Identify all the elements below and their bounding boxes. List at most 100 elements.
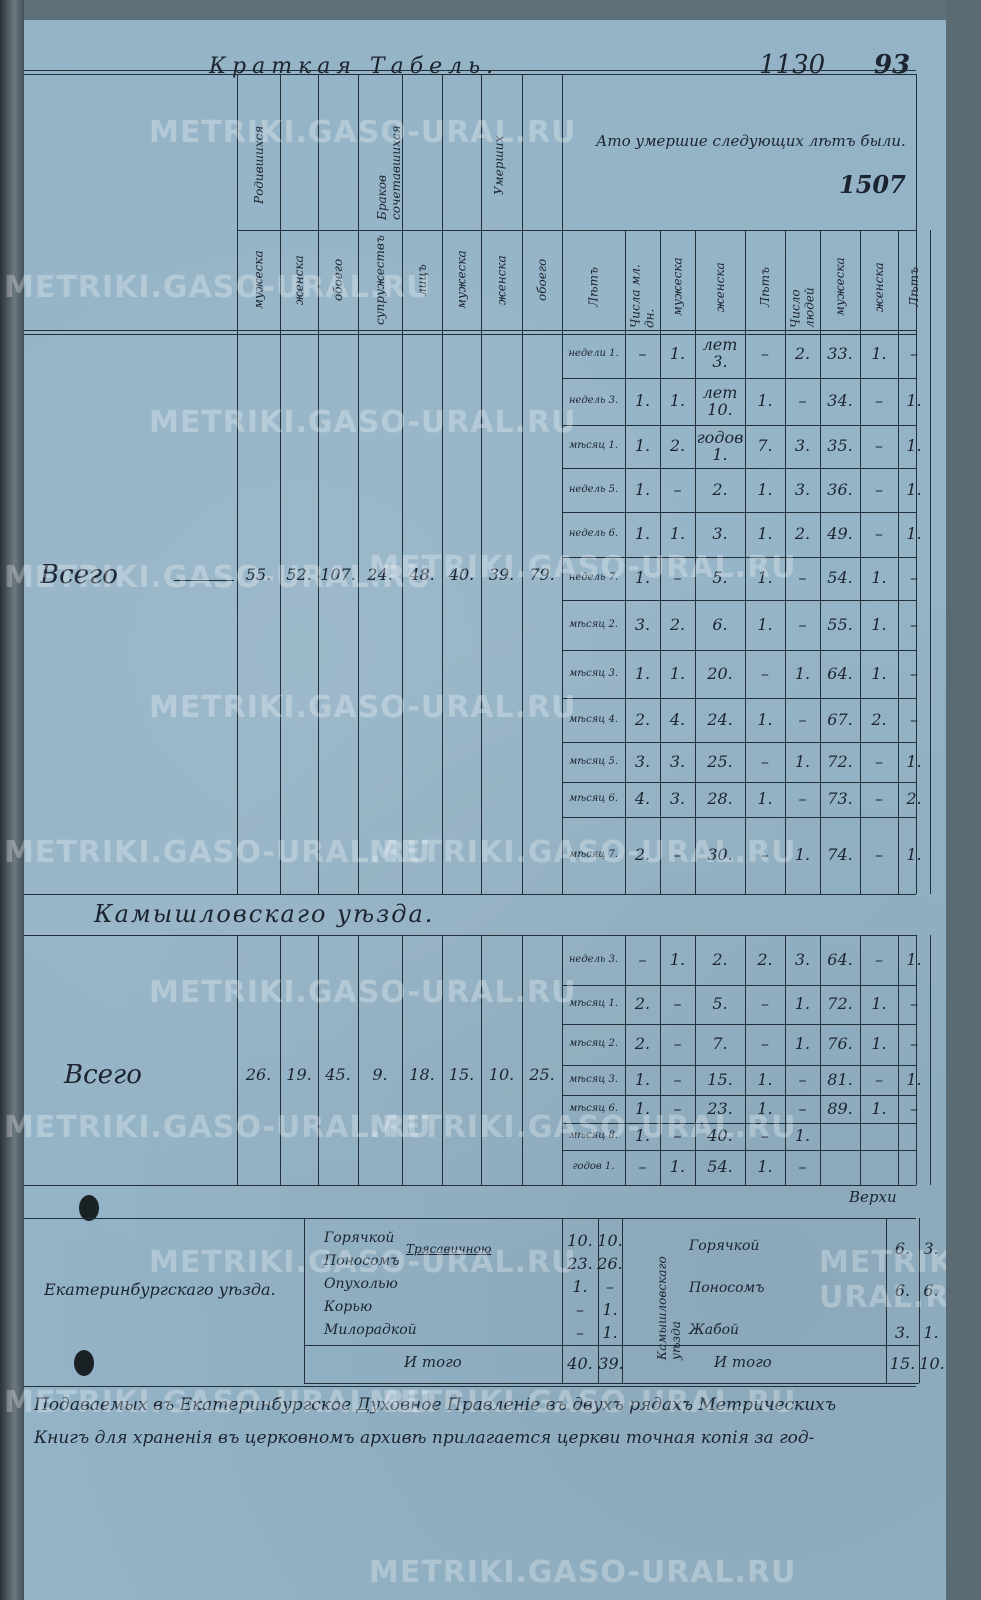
summary-value: 6. [894, 1238, 911, 1258]
rule-line [402, 74, 403, 894]
summary-value: 3. [923, 1238, 939, 1258]
table-cell: – [875, 789, 883, 809]
total-cell: 107. [320, 564, 356, 584]
rule-line [625, 230, 626, 894]
table-cell: 1. [757, 709, 773, 729]
table-cell: 1. [757, 568, 773, 588]
table-cell: 2. [712, 479, 728, 499]
table-cell: – [875, 524, 883, 544]
column-header-age: Лѣтъ [586, 267, 601, 307]
rule-line [562, 817, 916, 818]
table-cell: 76. [827, 1034, 853, 1054]
summary-total: 10. [919, 1353, 945, 1373]
rule-line [562, 1095, 916, 1096]
rule-line [24, 935, 916, 936]
summary-mid-label: Камышловскаго уѣзда [655, 1256, 683, 1360]
table-cell: – [673, 568, 682, 588]
table-cell: 1. [794, 1126, 811, 1146]
table-cell: 15. [707, 1069, 733, 1089]
rule-line [562, 985, 916, 986]
column-header-age: Лѣтъ [758, 267, 772, 307]
table-cell: 3. [634, 751, 651, 771]
rule-line [695, 230, 696, 894]
table-cell: 1. [634, 524, 651, 544]
table-cell: мѣсяц 6. [568, 1102, 619, 1114]
total-cell: 55. [245, 564, 272, 584]
document-page: Краткая Табель. 1130 93 Ато умершие след… [4, 20, 981, 1600]
rule-line [860, 935, 861, 1185]
ages-count: 1507 [839, 170, 906, 199]
table-cell: 4. [669, 709, 686, 729]
rule-line [562, 557, 916, 558]
summary-value: 1. [923, 1322, 939, 1342]
rule-line [237, 935, 238, 1185]
table-cell: – [798, 789, 807, 809]
table-cell: – [875, 479, 883, 499]
summary-cause: Горячкой [689, 1238, 760, 1254]
table-cell: 1. [634, 568, 651, 588]
table-cell: 49. [827, 524, 853, 544]
table-cell: 1. [794, 845, 811, 865]
rule-line [930, 935, 931, 1185]
table-cell: 1. [669, 524, 686, 544]
table-cell: – [761, 343, 769, 363]
summary-value: – [576, 1299, 584, 1319]
rule-line [304, 1218, 305, 1383]
column-header-married: супружествъ [373, 235, 387, 325]
summary-cause: Горячкой [324, 1230, 395, 1246]
table-cell: 1. [634, 1126, 651, 1146]
table-cell: мѣсяц 6. [568, 793, 619, 805]
table-cell: – [761, 1126, 769, 1146]
district-heading: Камышловскаго уѣзда. [94, 900, 435, 928]
table-cell: недель 6. [568, 528, 619, 540]
footer-line-2: Книгъ для храненія въ церковномъ архивѣ … [34, 1428, 815, 1448]
table-cell: 1. [634, 663, 651, 683]
table-cell: – [910, 1098, 918, 1118]
table-cell: 81. [827, 1069, 853, 1089]
total-cell: 39. [488, 564, 515, 584]
rule-line [562, 378, 916, 379]
rule-line [785, 230, 786, 894]
table-cell: 1. [906, 479, 922, 499]
table-cell: 30. [707, 845, 733, 865]
table-cell: 36. [827, 479, 853, 499]
table-cell: мѣсяц 4. [568, 713, 619, 725]
page-number: 1130 [759, 50, 826, 80]
table-cell: мѣсяц 7. [568, 849, 619, 861]
table-cell: 1. [757, 1157, 773, 1177]
summary-value: 1. [572, 1276, 588, 1296]
table-cell: – [910, 343, 918, 363]
watermark: METRIKI.GASO-URAL.RU [149, 690, 577, 725]
rule-line [24, 70, 916, 71]
table-cell: – [875, 751, 883, 771]
rule-line [24, 894, 916, 895]
rule-line [442, 74, 443, 894]
table-cell: – [910, 614, 918, 634]
rule-line [358, 74, 359, 894]
rule-line [562, 1150, 916, 1151]
table-cell: – [761, 663, 769, 683]
table-cell: недели 1. [568, 347, 619, 359]
wax-seal-mark [79, 1195, 99, 1221]
table-cell: 1. [634, 479, 651, 499]
table-cell: 1. [794, 751, 811, 771]
summary-value: 3. [894, 1322, 911, 1342]
rule-line [280, 74, 281, 894]
rule-line [898, 935, 899, 1185]
table-cell: 72. [827, 751, 853, 771]
table-cell: – [910, 994, 918, 1014]
table-cell [898, 1123, 930, 1150]
rule-line [318, 74, 319, 894]
table-cell: – [638, 343, 647, 363]
summary-value: 10. [567, 1230, 593, 1250]
rule-line [562, 1218, 563, 1383]
column-header-age: женска [713, 262, 727, 312]
total-cell: 24. [367, 564, 393, 584]
table-cell: мѣсяц 2. [568, 1038, 619, 1050]
table-cell: мѣсяц 5. [568, 755, 619, 767]
table-cell: 34. [827, 391, 853, 411]
table-cell: 25. [707, 751, 733, 771]
rule-line [886, 1218, 887, 1383]
rule-line [402, 935, 403, 1185]
column-header-age: мужеска [833, 257, 847, 317]
